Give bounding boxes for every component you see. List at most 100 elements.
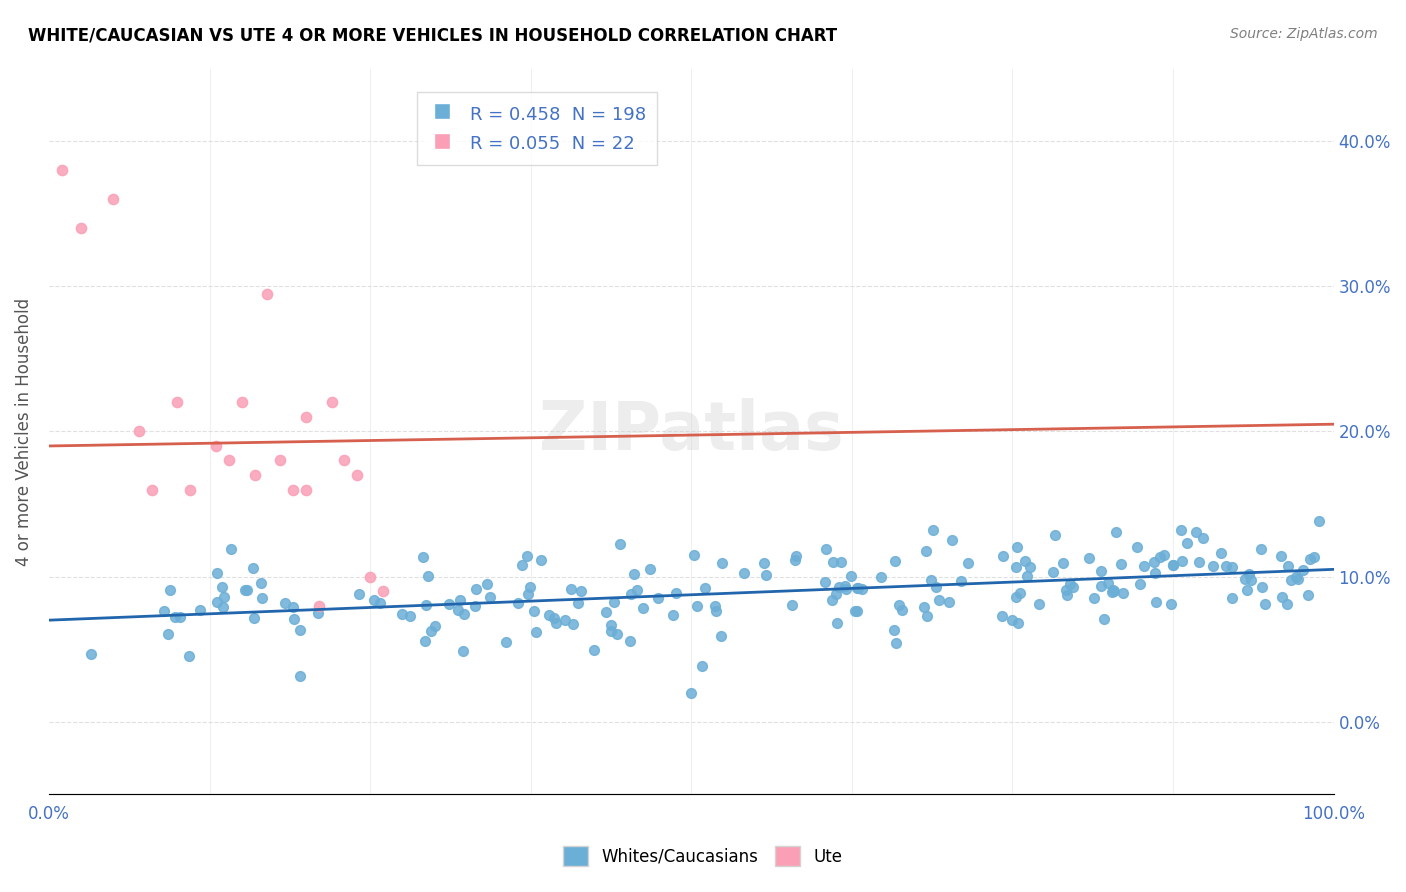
Point xyxy=(1144,595,1167,609)
Point xyxy=(399,608,422,623)
Point xyxy=(682,549,704,563)
Point xyxy=(1043,528,1066,542)
Point xyxy=(690,658,713,673)
Point xyxy=(1090,579,1112,593)
Point xyxy=(1017,569,1039,583)
Point xyxy=(205,595,228,609)
Point xyxy=(250,576,273,591)
Point xyxy=(51,163,73,178)
Point xyxy=(603,594,626,608)
Point xyxy=(163,610,186,624)
Point xyxy=(661,608,683,623)
Point xyxy=(418,569,440,583)
Point xyxy=(524,625,547,640)
Point xyxy=(308,599,330,613)
Point xyxy=(813,575,835,590)
Point xyxy=(1007,616,1029,631)
Point xyxy=(886,636,908,650)
Point xyxy=(273,597,295,611)
Point xyxy=(941,533,963,548)
Text: ZIPatlas: ZIPatlas xyxy=(538,399,844,465)
Point xyxy=(243,468,266,483)
Point xyxy=(1160,597,1182,611)
Point xyxy=(205,566,228,581)
Point xyxy=(991,549,1014,563)
Point xyxy=(957,557,980,571)
Point xyxy=(1161,558,1184,572)
Point xyxy=(561,617,583,632)
Point xyxy=(188,602,211,616)
Point xyxy=(824,587,846,601)
Y-axis label: 4 or more Vehicles in Household: 4 or more Vehicles in Household xyxy=(15,297,32,566)
Point xyxy=(1236,582,1258,597)
Point xyxy=(1175,535,1198,549)
Point xyxy=(523,604,546,618)
Point xyxy=(1014,554,1036,568)
Point xyxy=(1171,554,1194,568)
Point xyxy=(695,581,717,595)
Point xyxy=(1191,532,1213,546)
Point xyxy=(920,574,942,588)
Point xyxy=(1090,565,1112,579)
Point xyxy=(844,603,866,617)
Point xyxy=(1251,580,1274,594)
Point xyxy=(495,635,517,649)
Point xyxy=(1299,552,1322,566)
Point xyxy=(141,483,163,497)
Point xyxy=(1185,524,1208,539)
Point xyxy=(1105,524,1128,539)
Point xyxy=(665,586,688,600)
Point xyxy=(1101,585,1123,599)
Point xyxy=(391,607,413,622)
Point xyxy=(1056,588,1078,602)
Point xyxy=(156,627,179,641)
Point xyxy=(638,562,661,576)
Point xyxy=(606,627,628,641)
Point xyxy=(1062,580,1084,594)
Point xyxy=(846,604,869,618)
Point xyxy=(1286,572,1309,586)
Point xyxy=(820,593,842,607)
Point xyxy=(785,549,807,564)
Point xyxy=(359,569,381,583)
Point xyxy=(419,624,441,639)
Point xyxy=(1298,588,1320,602)
Point xyxy=(851,582,873,596)
Point xyxy=(349,587,371,601)
Point xyxy=(883,623,905,637)
Point xyxy=(371,584,394,599)
Point xyxy=(546,615,568,630)
Point xyxy=(269,453,291,467)
Point xyxy=(415,633,437,648)
Point xyxy=(516,549,538,563)
Text: Source: ZipAtlas.com: Source: ZipAtlas.com xyxy=(1230,27,1378,41)
Point xyxy=(783,553,806,567)
Point xyxy=(891,603,914,617)
Point xyxy=(1054,582,1077,597)
Point xyxy=(1202,558,1225,573)
Point xyxy=(1109,557,1132,571)
Point xyxy=(464,599,486,614)
Point xyxy=(704,604,727,618)
Point xyxy=(447,603,470,617)
Point xyxy=(703,599,725,613)
Point xyxy=(295,409,318,424)
Point xyxy=(582,643,605,657)
Point xyxy=(449,593,471,607)
Point xyxy=(1042,565,1064,579)
Point xyxy=(599,617,621,632)
Point xyxy=(1102,584,1125,599)
Point xyxy=(834,579,856,593)
Point xyxy=(711,556,734,570)
Point xyxy=(1291,563,1313,577)
Point xyxy=(1153,548,1175,562)
Point xyxy=(1126,540,1149,554)
Point xyxy=(1285,570,1308,584)
Point xyxy=(159,583,181,598)
Point xyxy=(288,669,311,683)
Point xyxy=(846,581,869,595)
Point xyxy=(321,395,343,409)
Point xyxy=(510,558,533,572)
Point xyxy=(1059,576,1081,591)
Point xyxy=(1234,572,1257,586)
